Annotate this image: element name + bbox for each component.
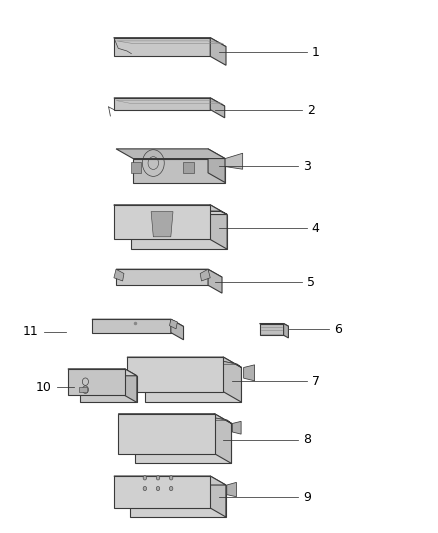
Circle shape: [156, 487, 160, 491]
Polygon shape: [259, 324, 283, 335]
Polygon shape: [259, 324, 288, 326]
Text: 10: 10: [36, 381, 52, 394]
Polygon shape: [131, 215, 227, 249]
Polygon shape: [223, 357, 241, 402]
Text: 3: 3: [303, 160, 311, 173]
Polygon shape: [218, 357, 241, 368]
Polygon shape: [114, 269, 124, 281]
Text: 6: 6: [334, 323, 342, 336]
Polygon shape: [116, 269, 222, 277]
Polygon shape: [80, 376, 137, 402]
Polygon shape: [151, 212, 173, 237]
Polygon shape: [232, 421, 241, 434]
Bar: [79, 387, 87, 392]
Polygon shape: [130, 485, 226, 517]
Polygon shape: [227, 482, 237, 497]
Polygon shape: [114, 98, 225, 106]
Text: 9: 9: [303, 491, 311, 504]
Polygon shape: [145, 368, 241, 402]
Polygon shape: [171, 319, 184, 340]
Polygon shape: [208, 149, 225, 182]
Polygon shape: [68, 369, 125, 395]
Polygon shape: [244, 365, 254, 381]
Text: 8: 8: [303, 433, 311, 446]
Polygon shape: [200, 269, 210, 281]
Polygon shape: [127, 357, 223, 392]
Polygon shape: [116, 269, 208, 285]
Polygon shape: [124, 417, 227, 420]
Bar: [131, 163, 141, 173]
Polygon shape: [92, 319, 171, 333]
Polygon shape: [114, 476, 210, 508]
Polygon shape: [209, 414, 231, 423]
Polygon shape: [68, 369, 137, 376]
Circle shape: [170, 476, 173, 480]
Text: 1: 1: [312, 46, 320, 59]
Polygon shape: [215, 414, 231, 463]
Polygon shape: [210, 205, 227, 249]
Polygon shape: [114, 205, 137, 215]
Polygon shape: [131, 212, 227, 215]
Polygon shape: [114, 205, 210, 239]
Polygon shape: [210, 98, 225, 118]
Polygon shape: [118, 414, 215, 417]
Text: 4: 4: [312, 222, 320, 235]
Polygon shape: [116, 149, 225, 159]
Circle shape: [143, 476, 147, 480]
Polygon shape: [118, 414, 215, 454]
Polygon shape: [204, 205, 227, 215]
Polygon shape: [225, 154, 243, 169]
Circle shape: [170, 487, 173, 491]
Circle shape: [143, 487, 147, 491]
Text: 11: 11: [23, 325, 39, 338]
Polygon shape: [114, 476, 226, 485]
Polygon shape: [114, 38, 210, 56]
Polygon shape: [208, 269, 222, 293]
Polygon shape: [170, 319, 177, 329]
Polygon shape: [133, 159, 225, 182]
Text: 5: 5: [307, 276, 315, 289]
Polygon shape: [283, 324, 288, 338]
Polygon shape: [114, 38, 226, 47]
Text: 7: 7: [312, 375, 320, 387]
Polygon shape: [114, 205, 210, 211]
Polygon shape: [135, 423, 231, 463]
Polygon shape: [210, 476, 226, 517]
Bar: [183, 163, 194, 173]
Polygon shape: [210, 38, 226, 65]
Polygon shape: [127, 357, 223, 360]
Circle shape: [156, 476, 160, 480]
Text: 2: 2: [307, 104, 315, 117]
Polygon shape: [114, 98, 210, 110]
Polygon shape: [92, 319, 184, 326]
Polygon shape: [125, 369, 137, 402]
Polygon shape: [132, 360, 237, 365]
